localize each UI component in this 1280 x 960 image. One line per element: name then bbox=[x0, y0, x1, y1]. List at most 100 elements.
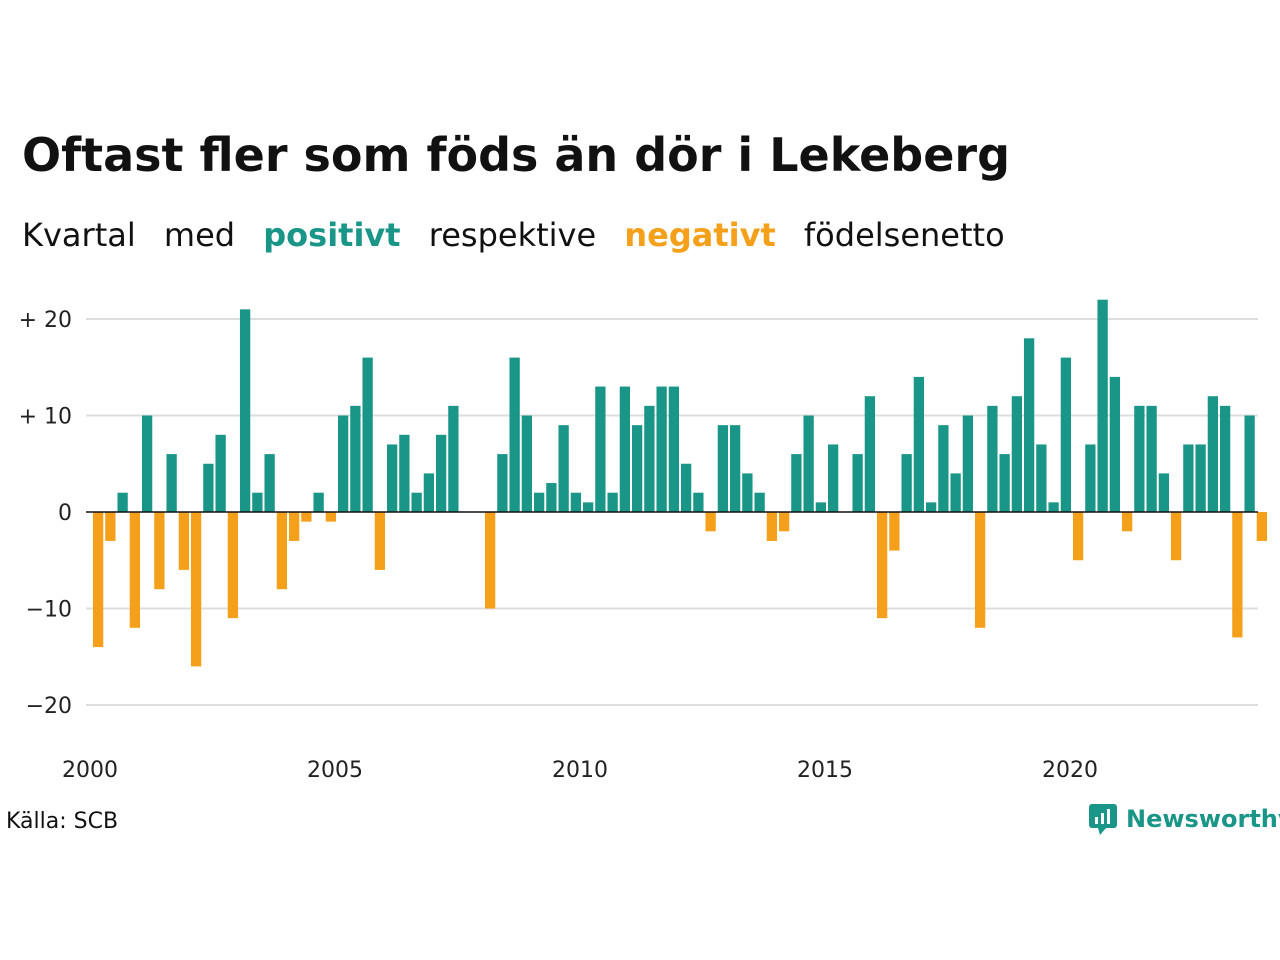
x-tick-label: 2000 bbox=[62, 758, 118, 783]
bar-chart: + 20 + 10 0 −10 −20 2000 2005 2010 2015 2020 bbox=[19, 299, 1268, 783]
y-tick-label: −10 bbox=[26, 598, 72, 623]
bar-positive bbox=[546, 483, 557, 512]
chart-subtitle: Kvartal med positivt respektive negativt… bbox=[22, 216, 1023, 254]
bar-positive bbox=[962, 415, 974, 512]
bar-positive bbox=[448, 405, 459, 512]
bar-positive bbox=[558, 425, 569, 512]
bar-chart-bubble-icon bbox=[1089, 804, 1117, 835]
bar-positive bbox=[509, 357, 520, 512]
bar-positive bbox=[1011, 396, 1023, 512]
bar-positive bbox=[815, 502, 827, 512]
brand-logo: Newsworthy bbox=[1088, 802, 1280, 836]
bar-negative bbox=[227, 512, 239, 619]
bar-negative bbox=[778, 512, 790, 532]
bar-positive bbox=[570, 492, 582, 512]
brand-name: Newsworthy bbox=[1126, 805, 1280, 833]
subtitle-word: födelsenetto bbox=[803, 216, 1005, 254]
bar-positive bbox=[411, 492, 422, 512]
bar-positive bbox=[742, 473, 753, 512]
bar-positive bbox=[925, 502, 937, 512]
subtitle-word: respektive bbox=[428, 216, 597, 254]
bar-positive bbox=[239, 309, 251, 512]
bar-positive bbox=[631, 425, 643, 512]
subtitle-word: Kvartal bbox=[22, 216, 136, 254]
bar-negative bbox=[178, 512, 190, 570]
bar-negative bbox=[374, 512, 386, 570]
bar-positive bbox=[595, 386, 606, 512]
x-tick-label: 2015 bbox=[797, 758, 853, 783]
bar-negative bbox=[105, 512, 116, 541]
bar-positive bbox=[264, 454, 275, 512]
x-tick-label: 2020 bbox=[1042, 758, 1098, 783]
bar-negative bbox=[974, 512, 986, 628]
bar-positive bbox=[1244, 415, 1255, 512]
bar-positive bbox=[619, 386, 631, 512]
bar-positive bbox=[680, 463, 692, 512]
bar-positive bbox=[1060, 357, 1072, 512]
bar-negative bbox=[276, 512, 288, 590]
bar-positive bbox=[252, 492, 263, 512]
bar-positive bbox=[999, 454, 1010, 512]
bar-positive bbox=[668, 386, 680, 512]
bar-positive bbox=[1219, 405, 1231, 512]
bar-positive bbox=[1195, 444, 1206, 512]
bar-positive bbox=[1023, 338, 1035, 512]
bar-negative bbox=[1232, 512, 1243, 638]
bar-positive bbox=[117, 492, 128, 512]
bar-positive bbox=[1036, 444, 1047, 512]
bar-positive bbox=[864, 396, 876, 512]
bar-positive bbox=[1097, 299, 1108, 512]
bar-negative bbox=[1121, 512, 1133, 532]
bar-positive bbox=[729, 425, 741, 512]
bar-positive bbox=[399, 434, 410, 512]
bar-positive bbox=[1146, 405, 1157, 512]
y-tick-label: + 10 bbox=[19, 405, 72, 430]
source-note: Källa: SCB bbox=[6, 809, 119, 834]
bar-negative bbox=[129, 512, 141, 628]
bar-negative bbox=[484, 512, 496, 609]
bar-positive bbox=[791, 454, 802, 512]
bar-positive bbox=[827, 444, 839, 512]
x-tick-label: 2005 bbox=[307, 758, 363, 783]
bar-negative bbox=[876, 512, 888, 619]
bar-negative bbox=[92, 512, 104, 648]
y-tick-label: −20 bbox=[26, 694, 72, 719]
bar-positive bbox=[435, 434, 447, 512]
bar-positive bbox=[423, 473, 435, 512]
bar-positive bbox=[1134, 405, 1145, 512]
bar-positive bbox=[215, 434, 226, 512]
bar-positive bbox=[1109, 376, 1121, 512]
bar-negative bbox=[766, 512, 778, 541]
subtitle-negative-label: negativt bbox=[624, 216, 776, 254]
bar-negative bbox=[1072, 512, 1084, 561]
x-tick-label: 2010 bbox=[552, 758, 608, 783]
subtitle-positive-label: positivt bbox=[263, 216, 401, 254]
subtitle-word: med bbox=[163, 216, 236, 254]
bar-positive bbox=[166, 454, 177, 512]
bar-positive bbox=[987, 405, 998, 512]
bar-positive bbox=[521, 415, 533, 512]
bar-positive bbox=[656, 386, 667, 512]
bar-negative bbox=[889, 512, 900, 551]
bar-negative bbox=[154, 512, 165, 590]
bar-positive bbox=[754, 492, 765, 512]
bar-positive bbox=[1183, 444, 1194, 512]
bar-negative bbox=[1256, 512, 1268, 541]
bar-positive bbox=[693, 492, 704, 512]
bar-positive bbox=[803, 415, 814, 512]
bar-positive bbox=[1158, 473, 1170, 512]
y-tick-label: 0 bbox=[58, 501, 72, 526]
bar-negative bbox=[301, 512, 312, 522]
bar-positive bbox=[852, 454, 863, 512]
bar-positive bbox=[362, 357, 373, 512]
bar-positive bbox=[203, 463, 214, 512]
bar-positive bbox=[386, 444, 398, 512]
bar-negative bbox=[1170, 512, 1182, 561]
bar-positive bbox=[350, 405, 361, 512]
bar-positive bbox=[950, 473, 961, 512]
bar-negative bbox=[190, 512, 202, 667]
bar-positive bbox=[141, 415, 153, 512]
bar-negative bbox=[705, 512, 716, 532]
bar-positive bbox=[717, 425, 729, 512]
bar-positive bbox=[913, 376, 925, 512]
